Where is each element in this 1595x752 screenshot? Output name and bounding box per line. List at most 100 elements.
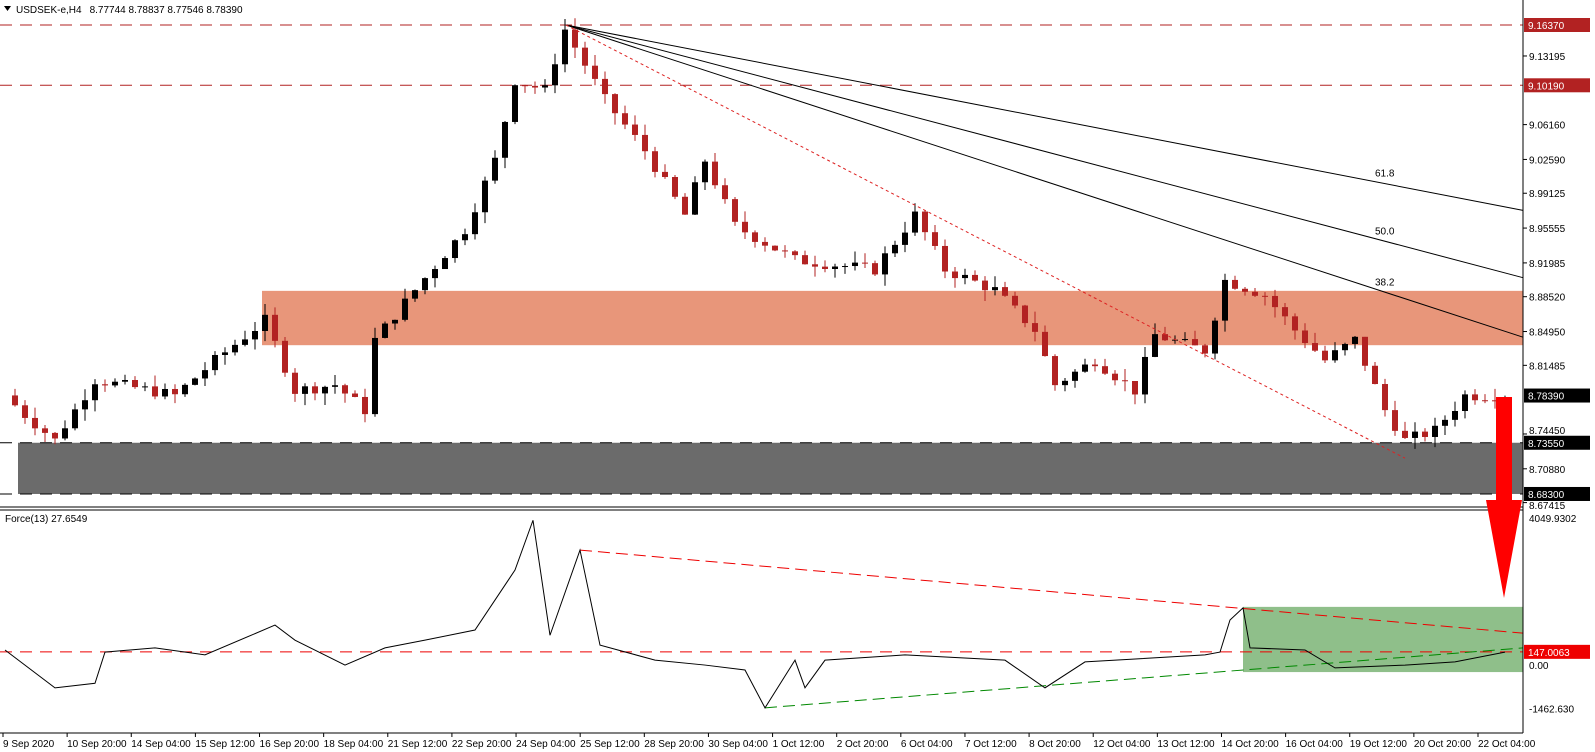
candle-body <box>692 182 698 215</box>
time-tick-label: 20 Oct 20:00 <box>1414 739 1472 750</box>
fibonacci-fan-line <box>565 24 1524 279</box>
candle-body <box>902 232 908 245</box>
candle-body <box>252 331 258 340</box>
candle-body <box>812 264 818 267</box>
candle-body <box>1422 431 1428 437</box>
candle-body <box>672 177 678 197</box>
price-tick-label: 8.88520 <box>1529 293 1566 304</box>
candle-body <box>1102 366 1108 374</box>
candle-body <box>802 255 808 265</box>
candle-body <box>122 379 128 382</box>
candle-body <box>452 240 458 259</box>
candle-body <box>822 266 828 270</box>
price-tick-label: 8.70880 <box>1529 465 1566 476</box>
ohlc-values: 8.77744 8.78837 8.77546 8.78390 <box>90 5 243 16</box>
candle-body <box>892 244 898 254</box>
candle-body <box>152 386 158 397</box>
candle-body <box>472 212 478 235</box>
candle-body <box>1142 356 1148 395</box>
price-tick-label: 9.02590 <box>1529 155 1566 166</box>
force-tick-label: 0.00 <box>1529 661 1549 672</box>
candle-body <box>882 253 888 275</box>
time-tick-label: 10 Sep 20:00 <box>67 739 127 750</box>
candle-body <box>412 290 418 299</box>
candle-body <box>112 381 118 386</box>
time-tick-label: 22 Oct 04:00 <box>1478 739 1536 750</box>
candle-body <box>622 113 628 125</box>
candle-body <box>282 340 288 373</box>
candle-body <box>172 388 178 395</box>
candle-body <box>1452 411 1458 420</box>
candle-body <box>1202 345 1208 354</box>
candle-body <box>1392 410 1398 431</box>
candle-body <box>1442 419 1448 426</box>
force-indicator-title: Force(13) 27.6549 <box>5 514 88 525</box>
support-zone <box>18 442 1523 494</box>
candle-body <box>772 245 778 251</box>
candle-body <box>932 232 938 246</box>
collapse-triangle-icon[interactable] <box>4 6 11 11</box>
candle-body <box>652 151 658 172</box>
candle-body <box>102 384 108 386</box>
candle-body <box>1292 316 1298 331</box>
candle-body <box>1192 339 1198 346</box>
level-tag <box>1524 78 1590 93</box>
level-tag <box>1524 435 1590 450</box>
candle-body <box>1312 343 1318 351</box>
fibonacci-fan-label: 38.2 <box>1375 277 1395 288</box>
candle-body <box>352 393 358 397</box>
force-line <box>4 520 1506 709</box>
time-tick-label: 16 Sep 20:00 <box>260 739 320 750</box>
time-tick-label: 22 Sep 20:00 <box>452 739 512 750</box>
candle-body <box>992 287 998 291</box>
candle-body <box>612 94 618 114</box>
candle-body <box>602 78 608 95</box>
candle-body <box>972 274 978 281</box>
candle-body <box>22 405 28 418</box>
time-tick-label: 25 Sep 12:00 <box>580 739 640 750</box>
candle-body <box>92 384 98 401</box>
candle-body <box>1372 365 1378 385</box>
candle-body <box>12 395 18 406</box>
candle-body <box>582 47 588 66</box>
candle-body <box>792 251 798 256</box>
candle-body <box>962 274 968 279</box>
chart-header: USDSEK-e,H4 8.77744 8.78837 8.77546 8.783… <box>16 5 243 16</box>
candle-body <box>1462 394 1468 412</box>
time-tick-label: 15 Sep 12:00 <box>195 739 255 750</box>
price-tick-label: 8.91985 <box>1529 259 1566 270</box>
candle-body <box>432 269 438 279</box>
candle-body <box>832 266 838 270</box>
price-tick-label: 8.95555 <box>1529 224 1566 235</box>
candle-body <box>1112 373 1118 381</box>
candle-body <box>852 262 858 267</box>
candle-body <box>1352 336 1358 344</box>
candle-body <box>42 428 48 433</box>
candle-body <box>402 298 408 320</box>
price-tick-label: 8.84950 <box>1529 328 1566 339</box>
candle-body <box>1162 334 1168 341</box>
candle-body <box>1122 380 1128 382</box>
candle-body <box>292 372 298 394</box>
candle-body <box>162 388 168 397</box>
symbol-label: USDSEK-e,H4 <box>16 5 82 16</box>
level-tag-label: 9.10190 <box>1528 81 1565 92</box>
candle-body <box>752 232 758 242</box>
time-tick-label: 1 Oct 12:00 <box>773 739 825 750</box>
candle-body <box>922 211 928 233</box>
candle-body <box>1062 380 1068 386</box>
candle-body <box>62 428 68 439</box>
dotted-trendline <box>565 24 1406 459</box>
candle-body <box>1052 356 1058 386</box>
candle-body <box>32 417 38 429</box>
candle-body <box>1022 305 1028 324</box>
candle-body <box>682 196 688 215</box>
candle-body <box>272 314 278 341</box>
level-tag <box>1524 18 1590 32</box>
candle-body <box>712 161 718 186</box>
candle-body <box>862 262 868 264</box>
candle-body <box>1072 371 1078 381</box>
candle-body <box>1322 350 1328 361</box>
candle-body <box>72 409 78 429</box>
